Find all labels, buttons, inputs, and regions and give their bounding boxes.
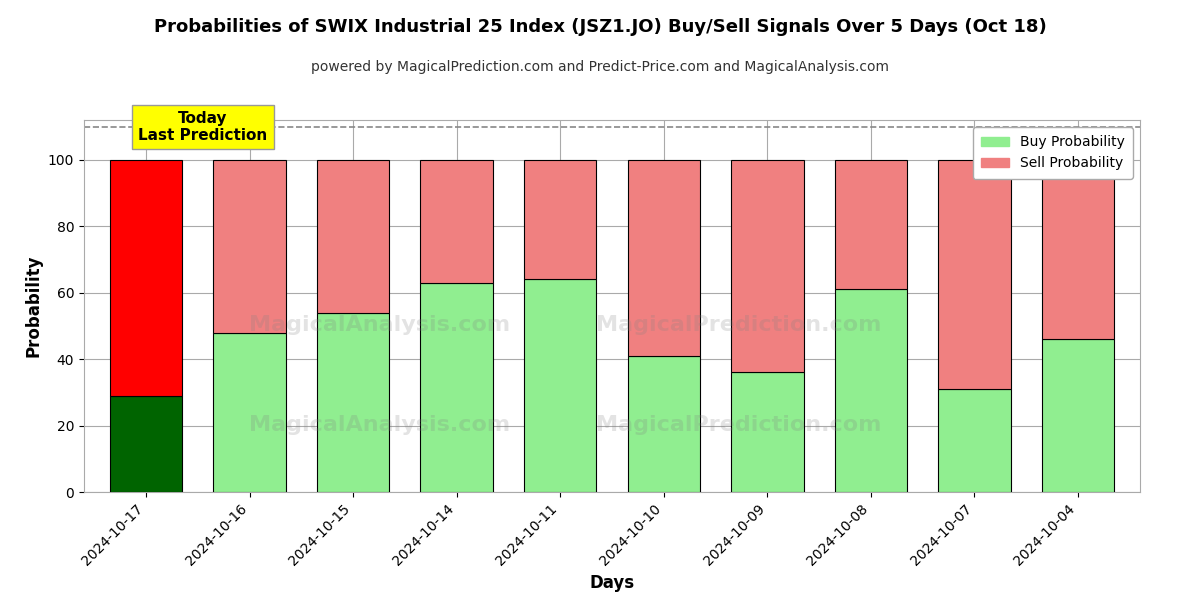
Bar	[1042, 339, 1114, 492]
Text: powered by MagicalPrediction.com and Predict-Price.com and MagicalAnalysis.com: powered by MagicalPrediction.com and Pre…	[311, 60, 889, 74]
Text: Probabilities of SWIX Industrial 25 Index (JSZ1.JO) Buy/Sell Signals Over 5 Days: Probabilities of SWIX Industrial 25 Inde…	[154, 18, 1046, 36]
Bar	[420, 160, 493, 283]
Bar	[938, 160, 1010, 389]
Bar	[317, 313, 390, 492]
Text: MagicalAnalysis.com: MagicalAnalysis.com	[250, 314, 510, 335]
Bar	[1042, 160, 1114, 339]
Bar	[834, 160, 907, 289]
Bar	[214, 332, 286, 492]
X-axis label: Days: Days	[589, 574, 635, 592]
Bar	[524, 280, 596, 492]
Bar	[110, 160, 182, 395]
Bar	[628, 356, 700, 492]
Bar	[420, 283, 493, 492]
Bar	[524, 160, 596, 280]
Bar	[317, 160, 390, 313]
Bar	[731, 373, 804, 492]
Bar	[110, 395, 182, 492]
Bar	[834, 289, 907, 492]
Bar	[628, 160, 700, 356]
Text: Today
Last Prediction: Today Last Prediction	[138, 111, 268, 143]
Bar	[214, 160, 286, 332]
Text: MagicalPrediction.com: MagicalPrediction.com	[596, 314, 882, 335]
Legend: Buy Probability, Sell Probability: Buy Probability, Sell Probability	[973, 127, 1133, 179]
Bar	[938, 389, 1010, 492]
Y-axis label: Probability: Probability	[24, 255, 42, 357]
Text: MagicalPrediction.com: MagicalPrediction.com	[596, 415, 882, 435]
Bar	[731, 160, 804, 373]
Text: MagicalAnalysis.com: MagicalAnalysis.com	[250, 415, 510, 435]
